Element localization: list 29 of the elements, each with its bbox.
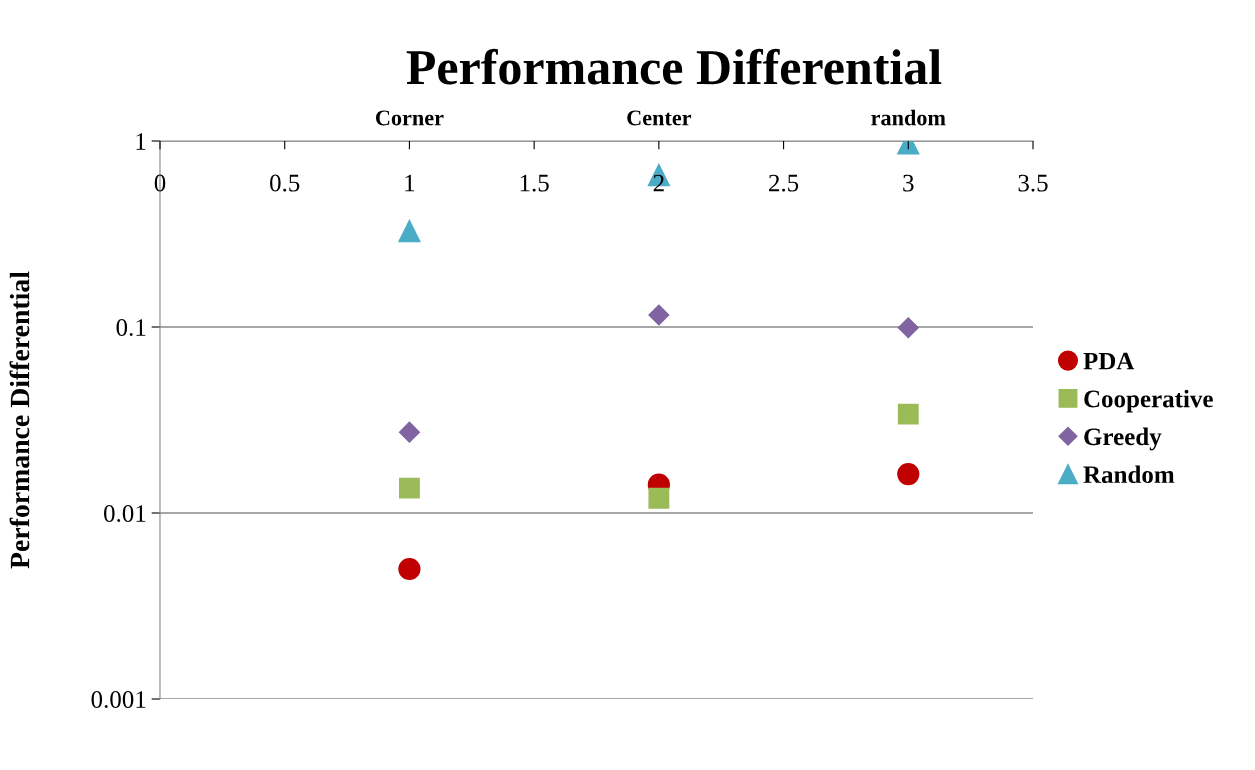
- point: [897, 462, 920, 486]
- point: [398, 557, 421, 581]
- x-tick-label: 1: [405, 174, 415, 192]
- y-tick-label: 0.01: [104, 505, 146, 523]
- x-tick-label: 0.5: [270, 174, 300, 192]
- point: [648, 304, 670, 326]
- chart-title: Performance Differential: [406, 48, 942, 85]
- x-tick-label: 3.5: [1018, 174, 1048, 192]
- point: [398, 219, 421, 243]
- point: [897, 317, 919, 339]
- text: random: [871, 109, 946, 126]
- x-tick-label: 1.5: [520, 174, 549, 192]
- x-tick-label: 0: [154, 174, 166, 192]
- point: [648, 487, 670, 509]
- y-tick-label: 1: [136, 133, 146, 150]
- x-tick-label: 3: [903, 174, 914, 192]
- legend-label: PDA: [1083, 352, 1135, 370]
- legend-label: Random: [1083, 465, 1175, 484]
- y-axis-title: Performance Differential: [9, 271, 30, 569]
- text: Center: [627, 110, 692, 126]
- point: [399, 477, 420, 499]
- point: [897, 403, 919, 425]
- legend-label: Cooperative: [1084, 389, 1213, 413]
- legend-label: Greedy: [1084, 427, 1162, 451]
- y-tick-label: 0.001: [91, 691, 146, 709]
- x-tick-label: 2.5: [769, 174, 799, 192]
- text: Corner: [375, 110, 444, 126]
- point: [398, 421, 420, 443]
- y-tick-label: 0.1: [116, 319, 146, 337]
